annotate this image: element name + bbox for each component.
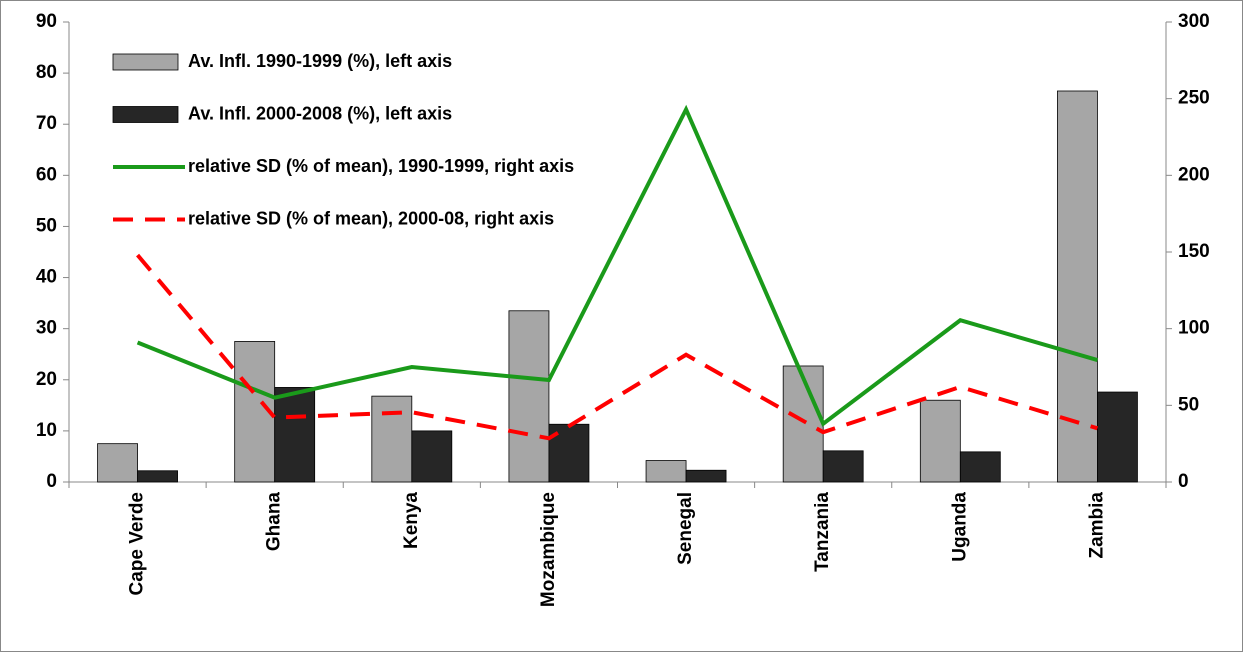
x-tick-label: Mozambique bbox=[538, 492, 559, 607]
x-tick-label: Tanzania bbox=[812, 492, 833, 572]
bar bbox=[685, 469, 727, 483]
x-tick-label: Zambia bbox=[1086, 492, 1107, 559]
y-tick-label: 80 bbox=[36, 62, 57, 83]
bar bbox=[371, 395, 413, 483]
bar bbox=[919, 399, 961, 483]
legend-swatch bbox=[112, 53, 179, 71]
y-tick-label: 50 bbox=[36, 215, 57, 236]
y-tick-label: 60 bbox=[36, 164, 57, 185]
bar bbox=[137, 470, 178, 483]
line-series bbox=[136, 104, 1098, 427]
y2-tick-label: 300 bbox=[1178, 11, 1210, 32]
legend-label: relative SD (% of mean), 2000-08, right … bbox=[188, 208, 554, 228]
bar bbox=[822, 450, 864, 483]
y-tick-label: 0 bbox=[46, 471, 57, 492]
x-tick-label: Uganda bbox=[949, 492, 970, 562]
y2-tick-label: 0 bbox=[1178, 471, 1189, 492]
line-series bbox=[136, 253, 1099, 441]
bar bbox=[274, 387, 316, 483]
y-tick-label: 30 bbox=[36, 318, 57, 339]
bar bbox=[97, 443, 138, 483]
bar bbox=[959, 451, 1001, 483]
y2-tick-label: 150 bbox=[1178, 241, 1210, 262]
x-tick-label: Ghana bbox=[264, 492, 285, 552]
legend-label: Av. Infl. 1990-1999 (%), left axis bbox=[188, 51, 452, 71]
y2-tick-label: 200 bbox=[1178, 164, 1210, 185]
y2-tick-label: 50 bbox=[1178, 394, 1199, 415]
x-tick-label: Senegal bbox=[675, 492, 696, 565]
x-tick-label: Kenya bbox=[401, 492, 422, 549]
legend-swatch bbox=[112, 106, 179, 123]
y2-tick-label: 100 bbox=[1178, 318, 1210, 339]
legend-label: Av. Infl. 2000-2008 (%), left axis bbox=[188, 103, 452, 123]
x-tick-label: Cape Verde bbox=[127, 492, 148, 596]
y-tick-label: 90 bbox=[36, 11, 57, 32]
legend-label: relative SD (% of mean), 1990-1999, righ… bbox=[188, 156, 574, 176]
bar bbox=[411, 430, 453, 483]
bar bbox=[1057, 90, 1098, 483]
y-tick-label: 70 bbox=[36, 113, 57, 134]
y-tick-label: 20 bbox=[36, 369, 57, 390]
bar bbox=[508, 310, 550, 483]
y2-tick-label: 250 bbox=[1178, 88, 1210, 109]
y-tick-label: 10 bbox=[36, 420, 57, 441]
bar bbox=[645, 460, 687, 483]
bar bbox=[782, 365, 824, 483]
bar bbox=[1097, 391, 1138, 483]
y-tick-label: 40 bbox=[36, 267, 57, 288]
